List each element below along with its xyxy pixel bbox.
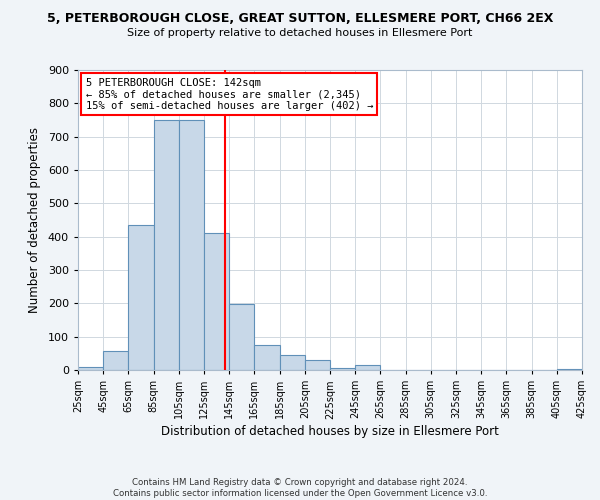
Bar: [204, 234, 229, 370]
Y-axis label: Number of detached properties: Number of detached properties: [28, 127, 41, 313]
Bar: [103, 351, 128, 370]
Text: 5 PETERBOROUGH CLOSE: 142sqm
← 85% of detached houses are smaller (2,345)
15% of: 5 PETERBOROUGH CLOSE: 142sqm ← 85% of de…: [86, 78, 373, 110]
Bar: [305, 360, 330, 370]
Bar: [229, 304, 254, 370]
Bar: [154, 120, 179, 370]
X-axis label: Distribution of detached houses by size in Ellesmere Port: Distribution of detached houses by size …: [161, 426, 499, 438]
Bar: [557, 369, 582, 370]
Bar: [330, 368, 355, 370]
Bar: [355, 365, 380, 370]
Bar: [280, 355, 305, 370]
Bar: [254, 345, 280, 370]
Bar: [128, 225, 154, 370]
Text: 5, PETERBOROUGH CLOSE, GREAT SUTTON, ELLESMERE PORT, CH66 2EX: 5, PETERBOROUGH CLOSE, GREAT SUTTON, ELL…: [47, 12, 553, 26]
Bar: [78, 366, 103, 370]
Text: Contains HM Land Registry data © Crown copyright and database right 2024.
Contai: Contains HM Land Registry data © Crown c…: [113, 478, 487, 498]
Bar: [179, 120, 204, 370]
Text: Size of property relative to detached houses in Ellesmere Port: Size of property relative to detached ho…: [127, 28, 473, 38]
